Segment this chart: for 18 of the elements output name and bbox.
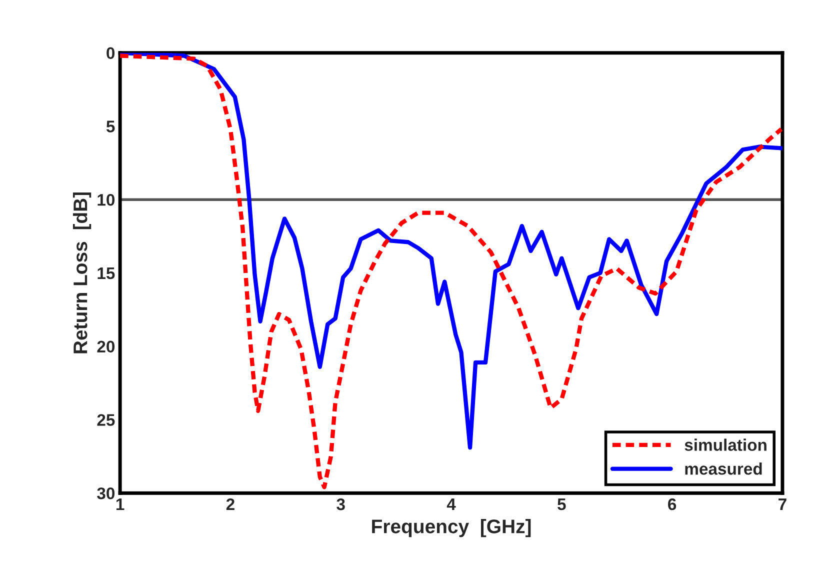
y-tick-label: 15	[98, 268, 115, 280]
y-tick-label: 0	[106, 47, 115, 60]
y-tick-label: 20	[97, 340, 115, 353]
x-tick-label: 5	[558, 498, 566, 510]
x-tick-label: 3	[336, 498, 345, 510]
x-tick-label: 7	[778, 498, 786, 510]
x-tick-label: 6	[668, 498, 676, 510]
y-tick-label: 25	[97, 414, 115, 426]
y-tick-label: 30	[97, 487, 115, 500]
y-tick-label: 5	[106, 120, 115, 132]
x-tick-label: 4	[446, 498, 456, 510]
legend-label: simulation	[684, 438, 766, 451]
legend-label: measured	[685, 462, 762, 475]
y-axis-title: Return Loss [dB]	[72, 192, 92, 354]
x-tick-label: 2	[226, 498, 234, 510]
x-axis-title: Frequency [GHz]	[372, 519, 531, 538]
x-tick-label: 1	[116, 498, 124, 510]
y-tick-label: 10	[98, 194, 115, 206]
